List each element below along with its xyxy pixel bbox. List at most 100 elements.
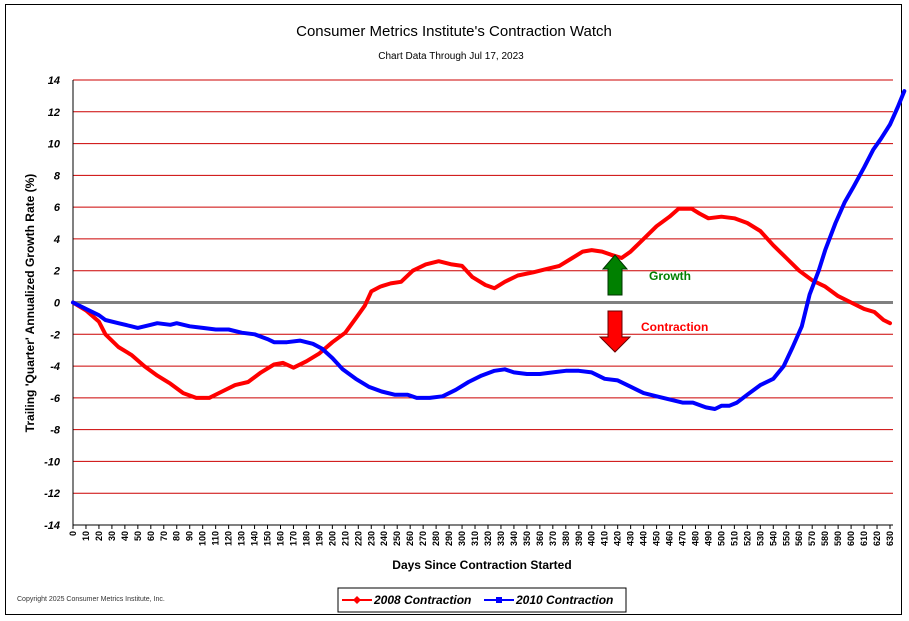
x-tick-label: 200 <box>327 531 337 546</box>
x-tick-label: 240 <box>379 531 389 546</box>
x-tick-label: 220 <box>353 531 363 546</box>
x-tick-label: 480 <box>690 531 700 546</box>
x-tick-label: 370 <box>548 531 558 546</box>
x-tick-label: 550 <box>781 531 791 546</box>
y-tick-label: -10 <box>44 456 61 468</box>
x-tick-label: 490 <box>703 531 713 546</box>
x-tick-label: 320 <box>483 531 493 546</box>
x-tick-label: 10 <box>81 531 91 541</box>
x-tick-label: 280 <box>431 531 441 546</box>
legend-label-2008: 2008 Contraction <box>373 593 471 607</box>
x-tick-label: 460 <box>665 531 675 546</box>
x-tick-label: 130 <box>237 531 247 546</box>
x-tick-label: 160 <box>275 531 285 546</box>
series-line-1 <box>71 89 907 411</box>
x-tick-label: 80 <box>172 531 182 541</box>
y-tick-label: 10 <box>48 139 61 151</box>
x-tick-label: 180 <box>301 531 311 546</box>
y-tick-label: 14 <box>48 75 60 87</box>
chart-subtitle: Chart Data Through Jul 17, 2023 <box>378 51 524 62</box>
x-tick-label: 110 <box>211 531 221 546</box>
x-tick-label: 40 <box>120 531 130 541</box>
x-axis-label: Days Since Contraction Started <box>392 558 571 572</box>
y-tick-label: 2 <box>53 266 60 278</box>
x-tick-label: 300 <box>457 531 467 546</box>
x-tick-label: 610 <box>859 531 869 546</box>
legend-marker-2008 <box>353 596 361 604</box>
x-tick-label: 70 <box>159 531 169 541</box>
x-tick-label: 540 <box>768 531 778 546</box>
y-tick-label: 0 <box>54 298 61 310</box>
legend-marker-2010 <box>496 597 502 603</box>
y-tick-label: -12 <box>44 488 60 500</box>
growth-annotation: Growth <box>649 269 691 283</box>
x-tick-label: 470 <box>678 531 688 546</box>
x-tick-label: 340 <box>509 531 519 546</box>
x-tick-label: 0 <box>68 531 78 536</box>
y-tick-label: 6 <box>54 202 61 214</box>
legend-label-2010: 2010 Contraction <box>515 593 613 607</box>
x-tick-label: 420 <box>613 531 623 546</box>
x-tick-label: 50 <box>133 531 143 541</box>
x-tick-label: 210 <box>340 531 350 546</box>
x-tick-label: 230 <box>366 531 376 546</box>
x-tick-label: 620 <box>872 531 882 546</box>
series-line-0 <box>71 206 892 400</box>
x-tick-label: 330 <box>496 531 506 546</box>
x-tick-label: 360 <box>535 531 545 546</box>
series-lines <box>71 89 907 411</box>
y-tick-label: -4 <box>50 361 60 373</box>
x-tick-label: 120 <box>224 531 234 546</box>
x-tick-label: 410 <box>600 531 610 546</box>
x-tick-label: 590 <box>833 531 843 546</box>
chart-frame <box>5 4 902 615</box>
x-tick-label: 400 <box>587 531 597 546</box>
growth-arrow-icon <box>601 254 629 296</box>
y-tick-label: 12 <box>48 107 60 119</box>
x-tick-label: 140 <box>250 531 260 546</box>
x-tick-label: 90 <box>185 531 195 541</box>
copyright-text: Copyright 2025 Consumer Metrics Institut… <box>17 596 165 603</box>
legend: 2008 Contraction 2010 Contraction <box>337 587 627 613</box>
y-tick-labels: 14 12 10 8 6 4 2 0 -2 -4 -6 -8 -10 -12 -14 <box>44 75 61 532</box>
x-tick-label: 20 <box>94 531 104 541</box>
x-tick-label: 440 <box>639 531 649 546</box>
grid-lines <box>72 79 893 526</box>
y-tick-label: -2 <box>50 329 60 341</box>
x-tick-label: 560 <box>794 531 804 546</box>
x-tick-label: 190 <box>314 531 324 546</box>
x-tick-label: 60 <box>146 531 156 541</box>
x-tick-label: 500 <box>716 531 726 546</box>
x-tick-label: 570 <box>807 531 817 546</box>
x-tick-label: 530 <box>755 531 765 546</box>
x-tick-label: 520 <box>742 531 752 546</box>
x-tick-label: 310 <box>470 531 480 546</box>
y-tick-label: -6 <box>50 393 61 405</box>
y-tick-label: 4 <box>53 234 60 246</box>
x-tick-label: 290 <box>444 531 454 546</box>
x-tick-label: 450 <box>652 531 662 546</box>
y-tick-label: -8 <box>50 425 61 437</box>
x-tick-label: 170 <box>288 531 298 546</box>
x-tick-label: 630 <box>885 531 895 546</box>
x-tick-label: 260 <box>405 531 415 546</box>
x-tick-label: 380 <box>561 531 571 546</box>
y-axis-label: Trailing 'Quarter' Annualized Growth Rat… <box>23 174 37 433</box>
x-tick-label: 580 <box>820 531 830 546</box>
contraction-arrow-icon <box>598 310 632 353</box>
x-tick-label: 510 <box>729 531 739 546</box>
chart-title: Consumer Metrics Institute's Contraction… <box>296 23 612 40</box>
x-tick-label: 600 <box>846 531 856 546</box>
x-tick-label: 270 <box>418 531 428 546</box>
y-tick-label: 8 <box>54 170 61 182</box>
x-tick-label: 350 <box>522 531 532 546</box>
x-tick-label: 150 <box>263 531 273 546</box>
x-tick-labels: 0 10 20 30 40 50 60 70 80 90 100 110 120 130 140 150 160… <box>68 525 895 546</box>
x-tick-label: 30 <box>107 531 117 541</box>
contraction-annotation: Contraction <box>641 320 708 334</box>
x-tick-label: 430 <box>626 531 636 546</box>
y-tick-label: -14 <box>44 520 60 532</box>
x-tick-label: 100 <box>198 531 208 546</box>
x-tick-label: 250 <box>392 531 402 546</box>
